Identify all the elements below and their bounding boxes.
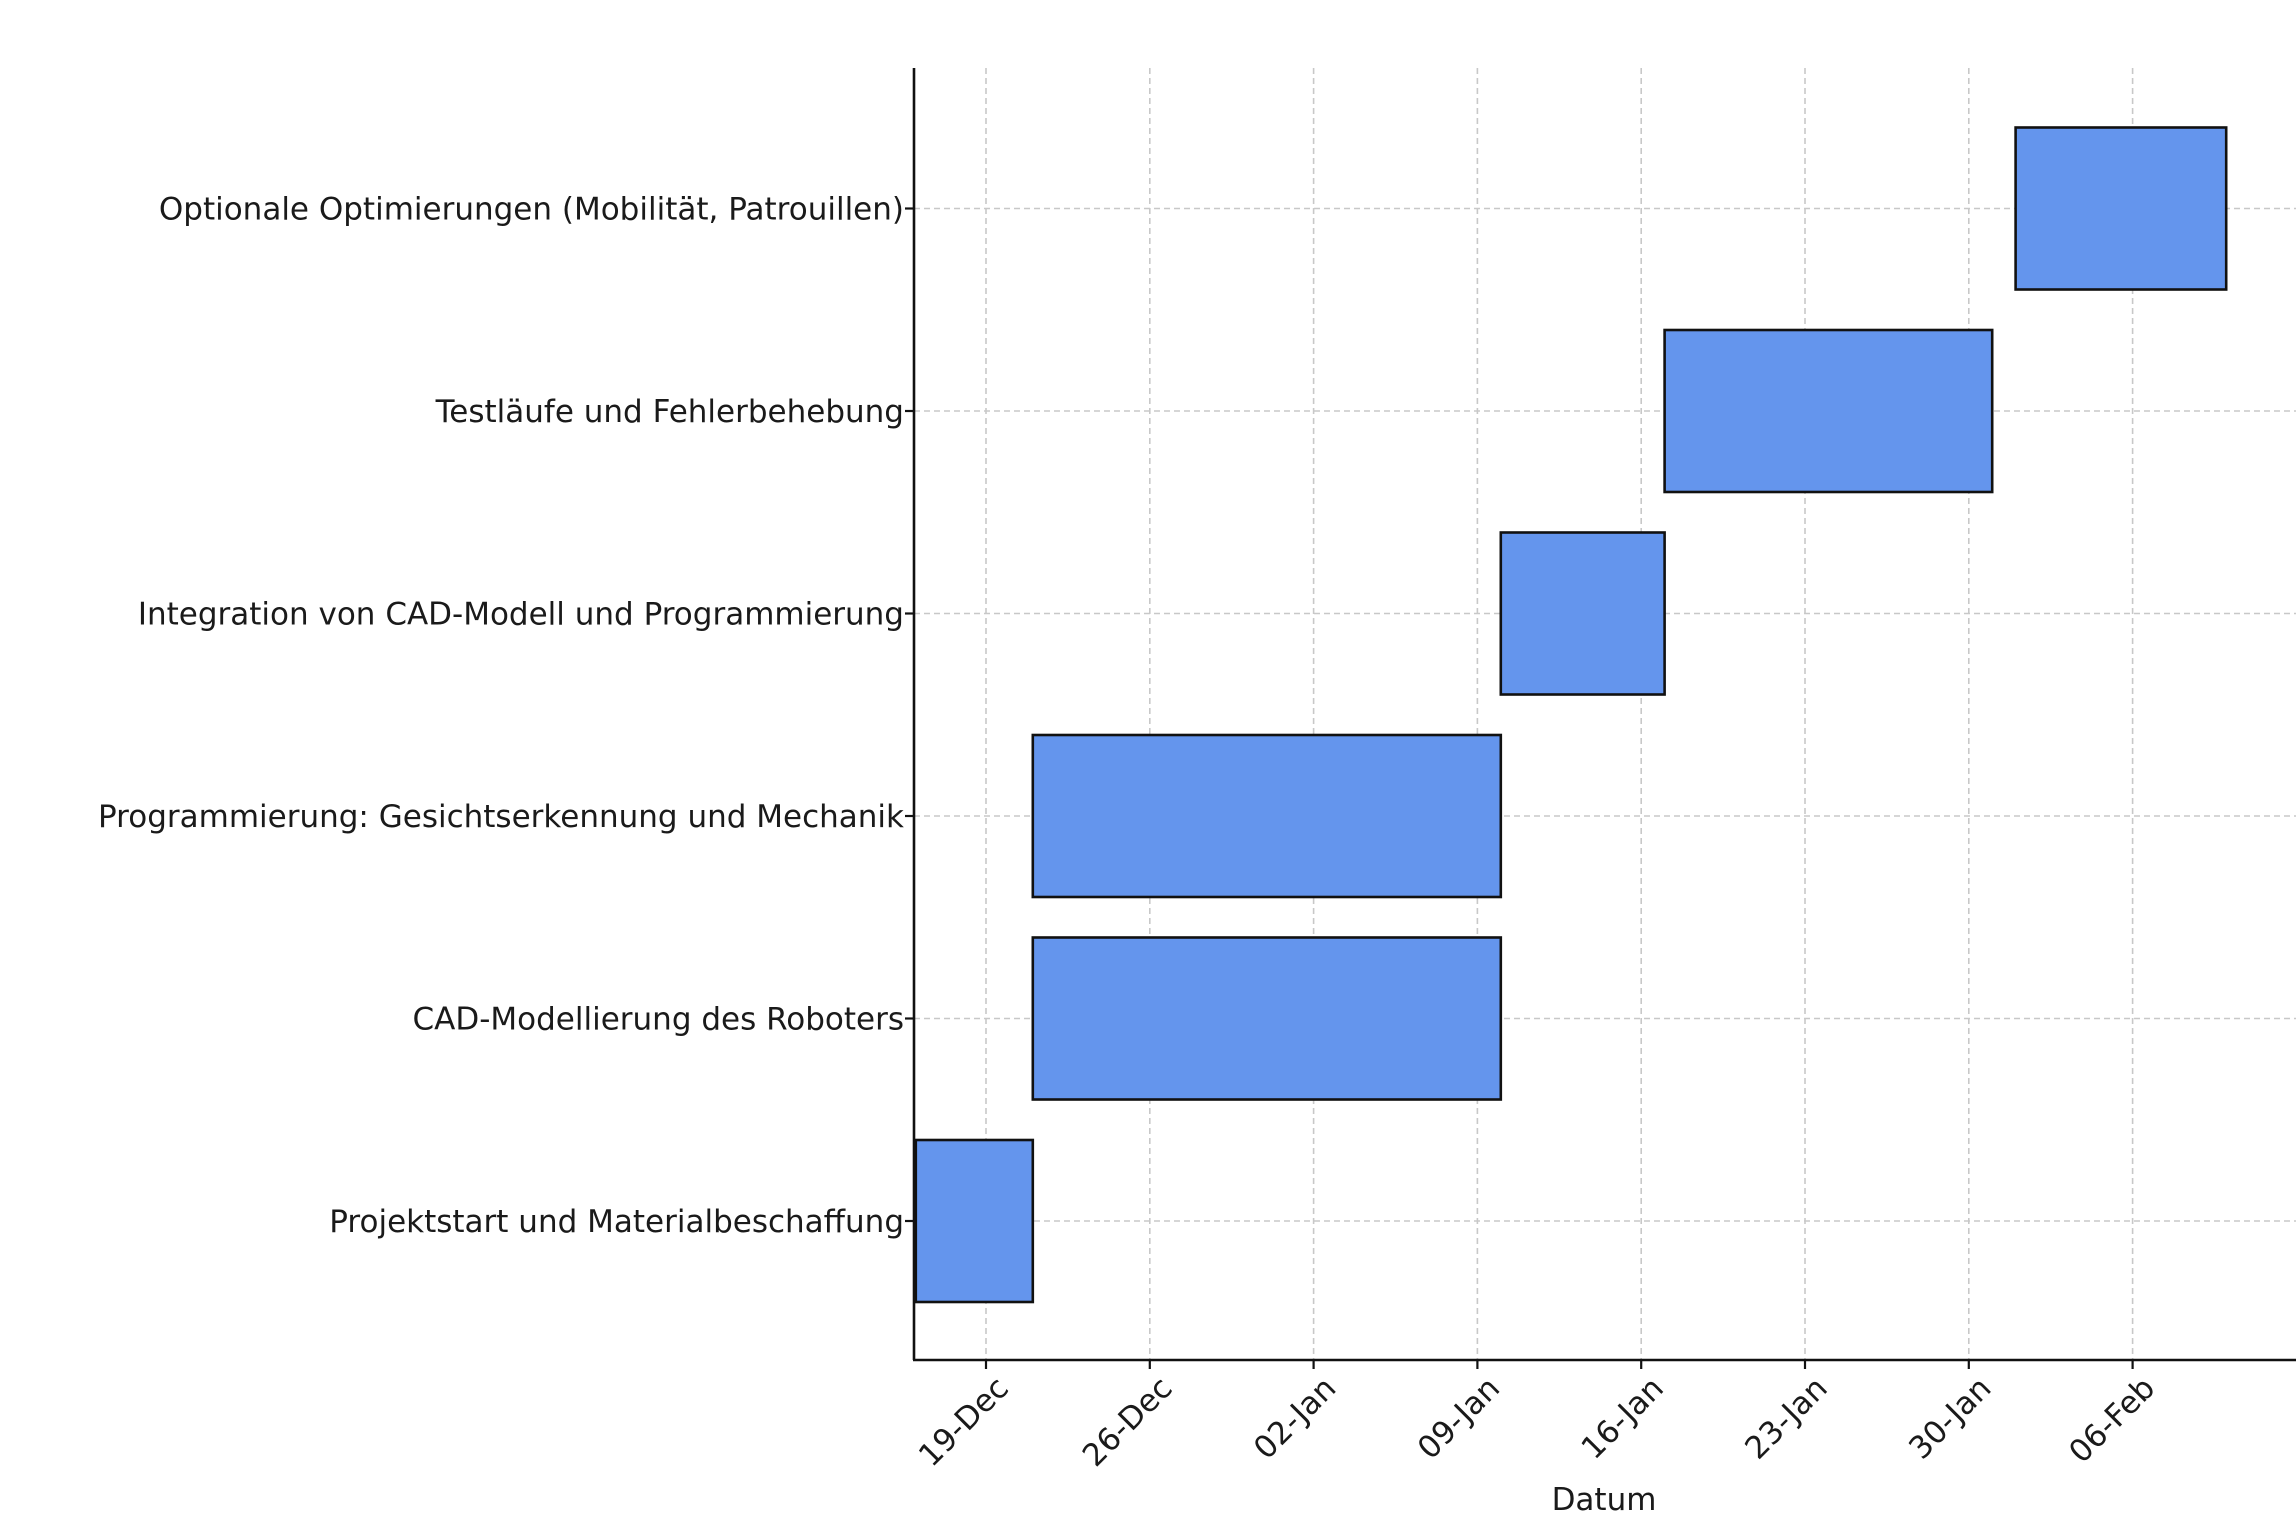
task-label: Programmierung: Gesichtserkennung und Me… (98, 799, 904, 835)
task-labels: Projektstart und Materialbeschaffung CAD-… (98, 192, 904, 1241)
x-tick-label: 19-Dec (912, 1370, 1016, 1474)
task-bar (1031, 733, 1503, 899)
axes (905, 68, 2296, 1369)
x-tick-label: 30-Jan (1902, 1370, 1998, 1466)
x-tick-label: 06-Feb (2062, 1370, 2162, 1470)
task-label: Projektstart und Materialbeschaffung (329, 1204, 904, 1240)
x-tick-label: 23-Jan (1738, 1370, 1834, 1466)
x-tick-label: 16-Jan (1575, 1370, 1671, 1466)
x-axis-title: Datum (1552, 1482, 1657, 1518)
task-label: Integration von CAD-Modell und Programmi… (138, 597, 904, 633)
task-bar (1031, 936, 1503, 1101)
task-label: Testläufe und Fehlerbehebung (435, 394, 904, 430)
task-bar (914, 1138, 1035, 1304)
task-label: CAD-Modellierung des Roboters (413, 1002, 905, 1038)
date-tick-labels: 19-Dec 26-Dec 02-Jan 09-Jan 16-Jan 23-Jan 30-J… (912, 1370, 2162, 1474)
task-bar (2014, 126, 2228, 291)
task-bars (914, 126, 2228, 1304)
task-bar (1663, 328, 1994, 494)
x-tick-label: 26-Dec (1076, 1370, 1180, 1474)
x-tick-label: 09-Jan (1411, 1370, 1507, 1466)
x-tick-label: 02-Jan (1247, 1370, 1343, 1466)
task-bar (1499, 531, 1666, 696)
task-label: Optionale Optimierungen (Mobilität, Patr… (159, 192, 904, 228)
